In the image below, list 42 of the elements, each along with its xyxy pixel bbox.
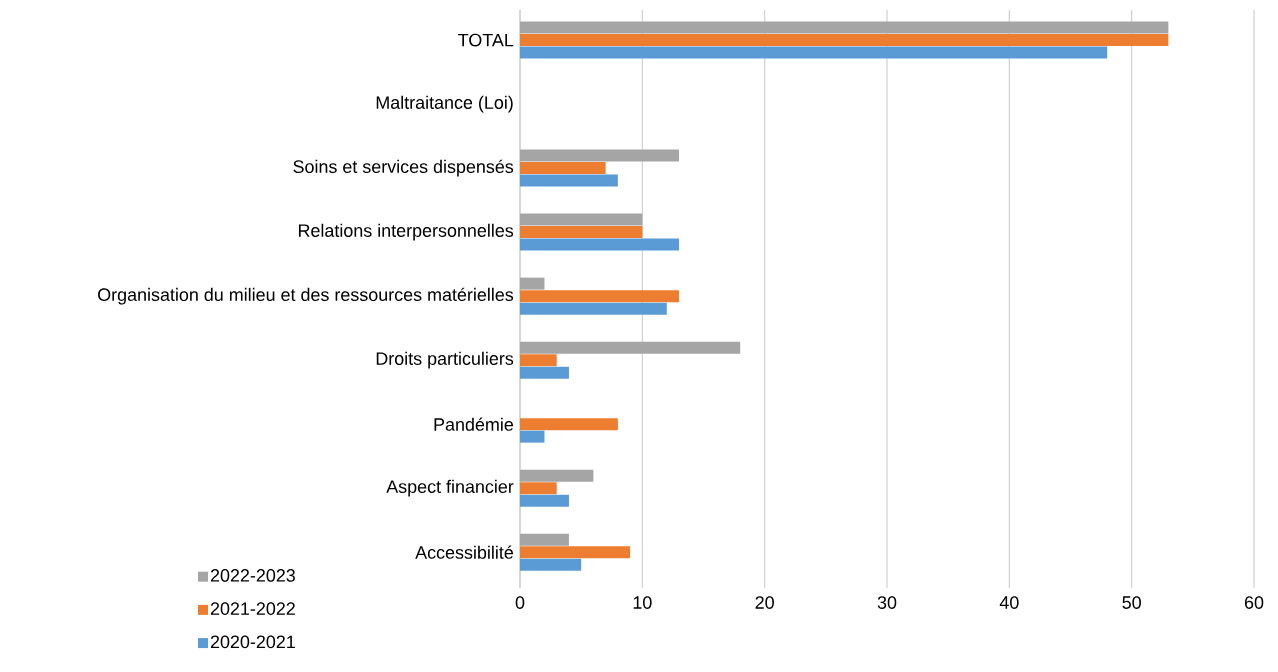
bar [520,341,741,354]
bar [520,21,1169,34]
bar [520,174,618,187]
bar [520,469,594,482]
x-tick-label: 40 [999,596,1019,609]
bar [520,226,643,239]
bar [520,546,631,559]
x-tick-label: 50 [1122,596,1141,609]
y-tick-label: Organisation du milieu et des ressources matérielles [98,287,514,305]
y-tick-label: Accessibilité [415,545,514,559]
bar [520,482,557,495]
y-tick-label: Soins et services dispensés [293,159,514,177]
bar [520,149,680,162]
bar [520,354,557,367]
bar [520,302,667,315]
bar [520,366,569,379]
y-tick-label: Relations interpersonnelles [298,223,514,241]
bar [520,558,582,571]
x-tick-label: 10 [633,596,652,609]
y-tick-label: Pandémie [434,417,514,431]
legend-label: 2022-2023 [210,569,295,582]
bar [520,277,545,290]
bar [520,46,1108,59]
bar [520,418,618,431]
y-tick-label: Maltraitance (Loi) [376,95,513,113]
bar [520,162,606,175]
legend-label: 2021-2022 [210,602,295,615]
bar [520,34,1169,47]
legend-label: 2020-2021 [210,635,295,649]
x-tick-label: 0 [515,596,525,609]
y-tick-label: TOTAL [458,33,514,47]
bar [520,430,545,443]
bar [520,213,643,226]
x-tick-label: 30 [877,596,897,609]
bar [520,290,680,303]
bar [520,494,569,507]
bar [520,533,569,546]
y-tick-label: Aspect financier [386,479,514,497]
y-tick-label: Droits particuliers [376,351,514,369]
x-tick-label: 60 [1244,596,1264,609]
bar [520,238,680,251]
x-tick-label: 20 [755,596,774,609]
